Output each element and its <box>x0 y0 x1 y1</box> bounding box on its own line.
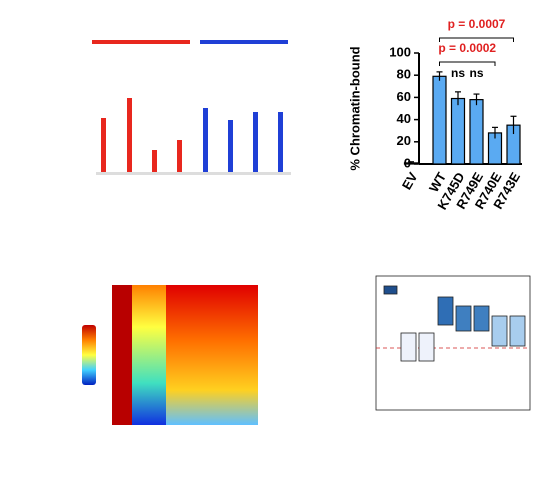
bar <box>469 99 484 165</box>
bar <box>228 120 233 173</box>
axis <box>96 172 291 175</box>
bar <box>253 112 258 173</box>
y-tick-label: 20 <box>397 133 411 148</box>
bar <box>203 108 208 173</box>
heatmap-panel <box>82 285 258 425</box>
x-tick-label: EV <box>399 169 421 192</box>
box <box>455 305 472 332</box>
heatmap-column <box>166 285 258 425</box>
significance-bracket <box>439 61 496 66</box>
y-tick-label: 80 <box>397 67 411 82</box>
heatmap-column <box>132 285 166 425</box>
bar <box>152 150 157 173</box>
boxplot-panel <box>375 275 531 411</box>
y-axis-label: % Chromatin-bound <box>347 46 362 170</box>
box <box>473 305 490 332</box>
heatmap-column <box>112 285 132 425</box>
colorbar <box>82 325 96 385</box>
bar <box>127 98 132 173</box>
box <box>383 285 398 295</box>
p-value: p = 0.0007 <box>448 17 506 31</box>
group-line <box>92 40 190 44</box>
y-tick-label: 60 <box>397 89 411 104</box>
y-tick-label: 100 <box>389 44 411 59</box>
bar <box>278 112 283 173</box>
box <box>400 332 417 362</box>
bar <box>177 140 182 173</box>
box <box>418 332 435 362</box>
bar <box>101 118 106 173</box>
bar <box>432 75 447 165</box>
ns-label: ns <box>469 66 483 80</box>
frame <box>375 275 531 411</box>
y-tick-label: 40 <box>397 111 411 126</box>
significance-bracket <box>439 37 514 42</box>
box <box>437 296 454 326</box>
p-value: p = 0.0002 <box>438 41 496 55</box>
box <box>509 315 526 347</box>
group-line <box>200 40 288 44</box>
ns-label: ns <box>451 66 465 80</box>
bar <box>450 97 466 165</box>
box <box>491 315 508 347</box>
top-left-panel <box>92 40 291 175</box>
